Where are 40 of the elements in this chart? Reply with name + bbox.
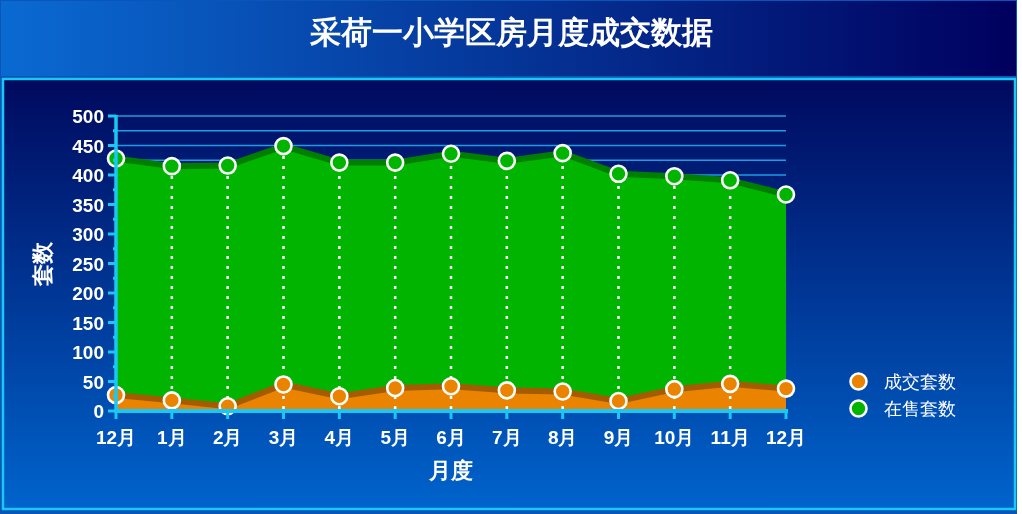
point [441, 376, 461, 396]
x-tick-label: 2月 [212, 427, 243, 448]
point [385, 378, 405, 398]
x-tick-label: 12月 [765, 427, 807, 448]
point [665, 379, 684, 399]
point [720, 374, 740, 394]
y-tick-label: 50 [82, 371, 104, 393]
chart-title: 采荷一小学区房月度成交数据 [308, 15, 713, 50]
legend-label: 在售套数 [884, 399, 956, 419]
y-tick-label: 200 [72, 283, 104, 304]
x-tick-label: 1月 [157, 427, 187, 448]
y-tick-label: 0 [93, 401, 104, 422]
point [553, 382, 572, 401]
x-tick-label: 9月 [603, 427, 634, 448]
x-tick-label: 6月 [436, 427, 466, 448]
x-tick-label: 10月 [654, 427, 695, 448]
x-tick-label: 4月 [324, 427, 355, 448]
y-tick-label: 150 [72, 312, 104, 334]
point [162, 391, 182, 410]
x-axis-title: 月度 [428, 458, 473, 483]
y-tick-label: 250 [72, 253, 104, 275]
x-tick-label: 8月 [547, 427, 578, 448]
y-axis-title: 套数 [30, 240, 55, 287]
point [330, 386, 349, 406]
x-tick-label: 3月 [268, 427, 299, 448]
x-tick-label: 5月 [380, 427, 410, 448]
point [274, 375, 293, 394]
x-tick-label: 7月 [492, 427, 522, 448]
x-tick-label: 12月 [95, 427, 137, 448]
y-tick-label: 350 [72, 194, 104, 216]
y-tick-label: 300 [72, 224, 104, 245]
x-tick-label: 11月 [710, 427, 750, 448]
y-tick-label: 100 [72, 342, 104, 363]
legend-label: 成交套数 [884, 372, 956, 392]
point [609, 391, 628, 411]
y-tick-label: 400 [72, 165, 104, 186]
point [776, 379, 796, 398]
y-tick-label: 450 [72, 135, 104, 157]
y-tick-label: 500 [72, 106, 104, 127]
point [497, 381, 517, 400]
